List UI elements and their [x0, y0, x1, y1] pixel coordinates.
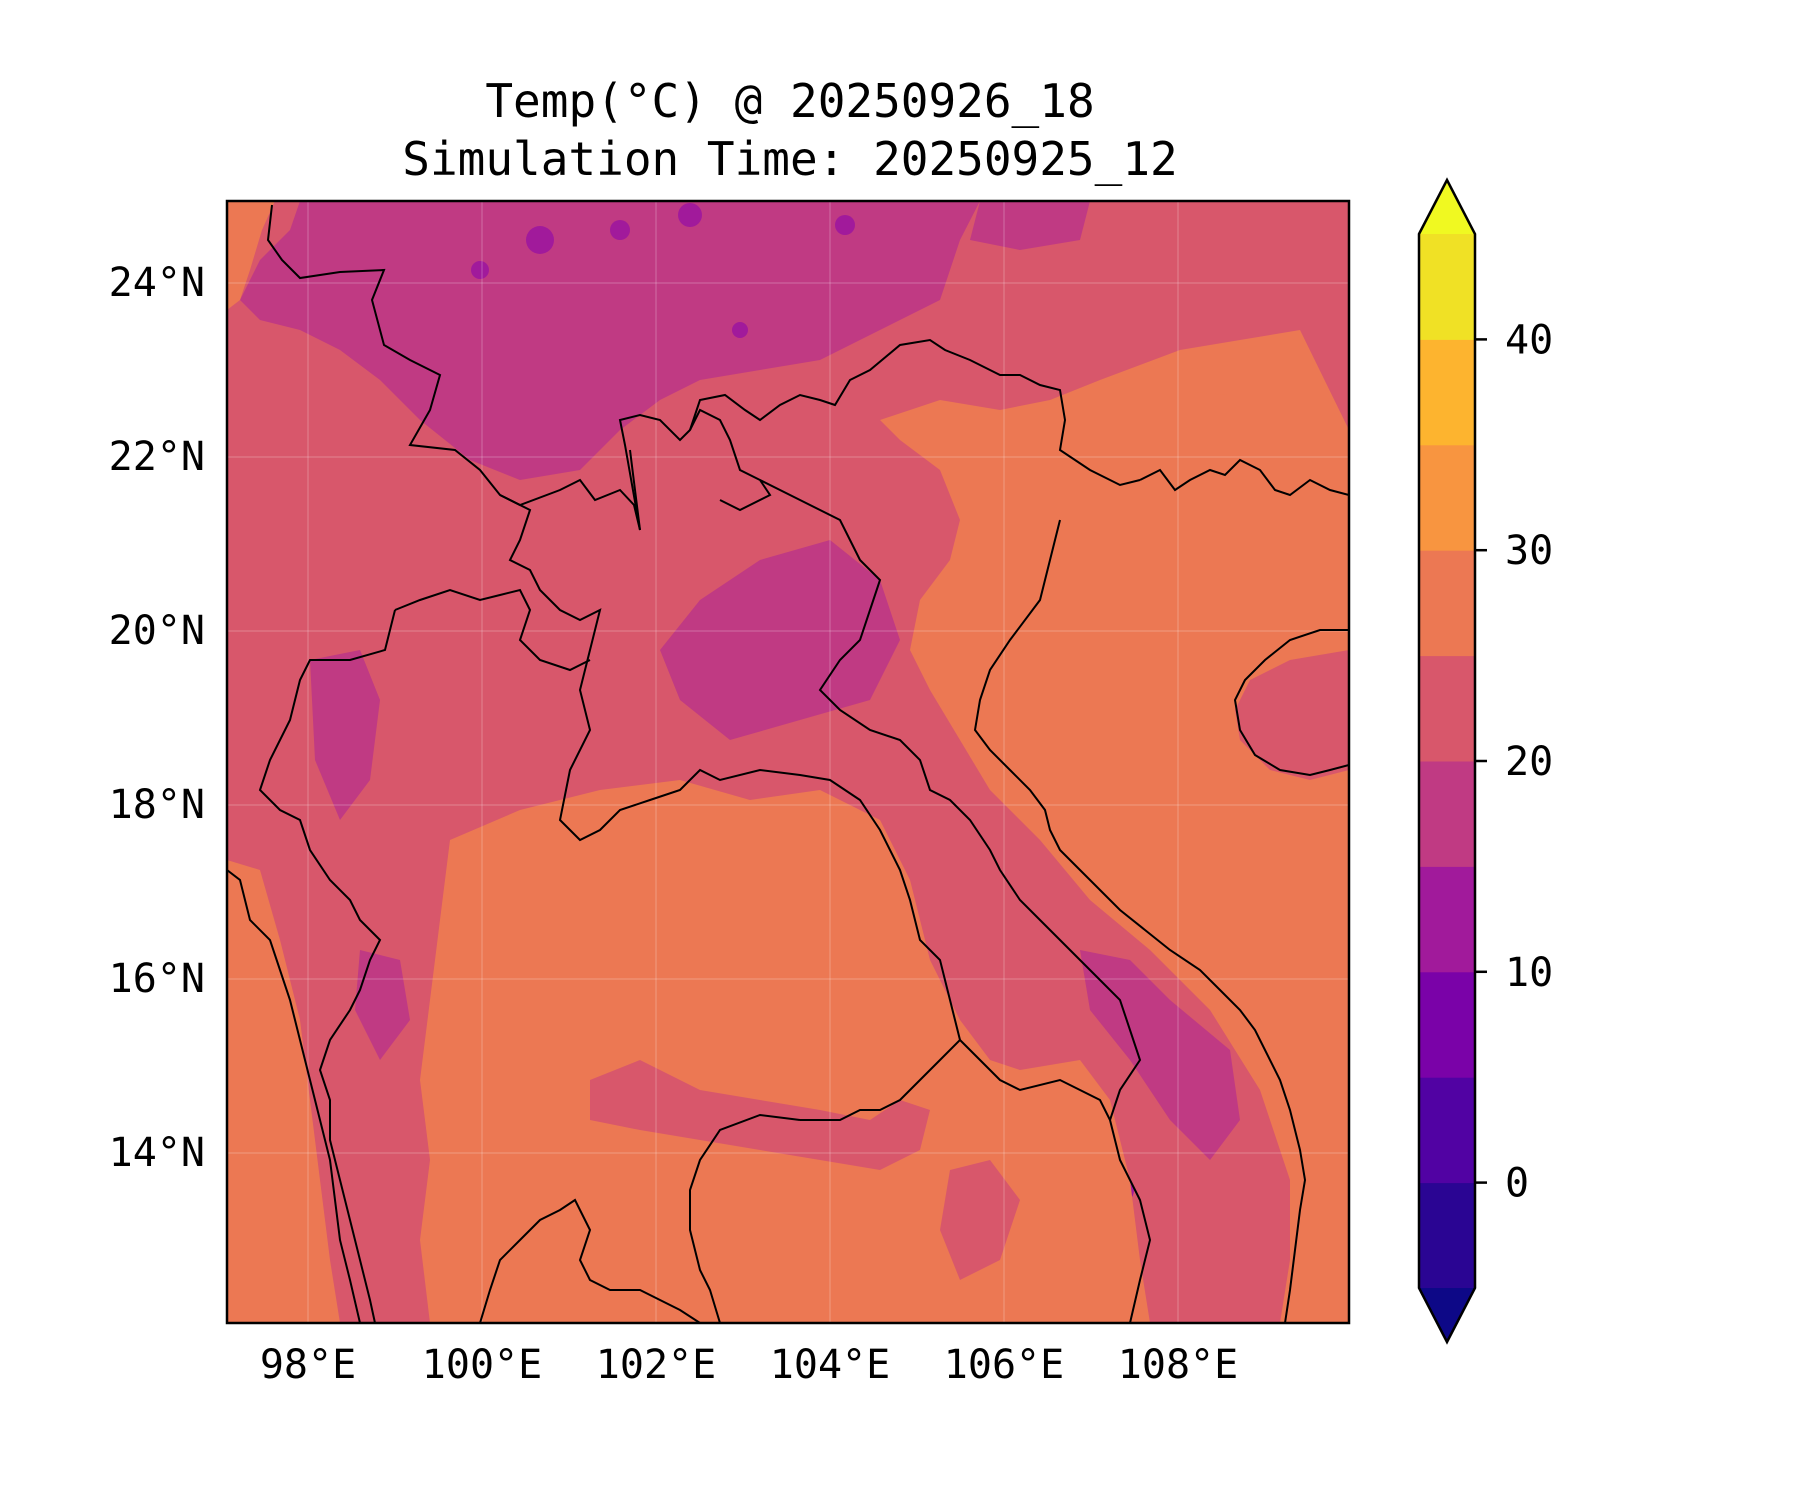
- colorbar-bin: [1419, 550, 1475, 657]
- colorbar-tick-label: 30: [1505, 528, 1553, 574]
- field-25-30-west: [227, 860, 340, 1323]
- field-20-25-cambodia: [940, 1160, 1020, 1280]
- field-25-30-east: [880, 330, 1349, 1323]
- colorbar-bin: [1419, 444, 1475, 551]
- colorbar-tick-label: 20: [1505, 739, 1553, 785]
- map-title: Temp(°C) @ 20250926_18: [485, 74, 1094, 128]
- field-15-20-north: [240, 201, 980, 480]
- field-15-20-north-east: [970, 201, 1090, 250]
- colorbar-bin: [1419, 1182, 1475, 1289]
- colorbar-bin: [1419, 761, 1475, 867]
- field-15-20-west: [310, 650, 380, 820]
- map-subtitle: Simulation Time: 20250925_12: [402, 132, 1177, 186]
- colorbar-tick-label: 0: [1505, 1161, 1529, 1207]
- lat-axis: 24°N 22°N 20°N 18°N 16°N 14°N: [109, 260, 205, 1176]
- colorbar-bin: [1419, 866, 1475, 973]
- lat-tick-label: 16°N: [109, 956, 205, 1002]
- colorbar-bin: [1419, 1077, 1475, 1184]
- lat-tick-label: 14°N: [109, 1130, 205, 1176]
- map-frame: [225, 199, 1351, 1325]
- gridlines: [227, 201, 1349, 1323]
- field-25-30-nw-corner: [227, 201, 275, 310]
- field-25-30-ne-patches: [1180, 365, 1260, 395]
- lat-tick-label: 24°N: [109, 260, 205, 306]
- borders-coastlines: [227, 204, 1349, 1323]
- colorbar-bin: [1419, 339, 1475, 446]
- colorbar-extend-over: [1419, 180, 1475, 234]
- lat-tick-label: 20°N: [109, 608, 205, 654]
- colorbar-bin: [1419, 971, 1475, 1078]
- lon-tick-label: 106°E: [944, 1342, 1064, 1388]
- lat-tick-label: 22°N: [109, 434, 205, 480]
- lon-tick-label: 102°E: [596, 1342, 716, 1388]
- colorbar-tick-label: 10: [1505, 950, 1553, 996]
- field-15-20-sw: [355, 950, 410, 1060]
- lat-tick-label: 18°N: [109, 782, 205, 828]
- colorbar-bin: [1419, 234, 1475, 340]
- colorbar-extend-under: [1419, 1288, 1475, 1342]
- lon-axis: 98°E 100°E 102°E 104°E 106°E 108°E: [260, 1342, 1238, 1388]
- lon-tick-label: 104°E: [770, 1342, 890, 1388]
- field-20-25-hainan: [1235, 650, 1349, 780]
- field-15-20-laos: [660, 540, 900, 740]
- colorbar-bin: [1419, 655, 1475, 762]
- lon-tick-label: 98°E: [260, 1342, 356, 1388]
- colorbar: 0 10 20 30 40: [1417, 177, 1553, 1345]
- colorbar-tick-label: 40: [1505, 317, 1553, 363]
- lon-tick-label: 108°E: [1118, 1342, 1238, 1388]
- lon-tick-label: 100°E: [422, 1342, 542, 1388]
- colorbar-outline: [1417, 177, 1477, 1345]
- temperature-map: [227, 201, 1349, 1323]
